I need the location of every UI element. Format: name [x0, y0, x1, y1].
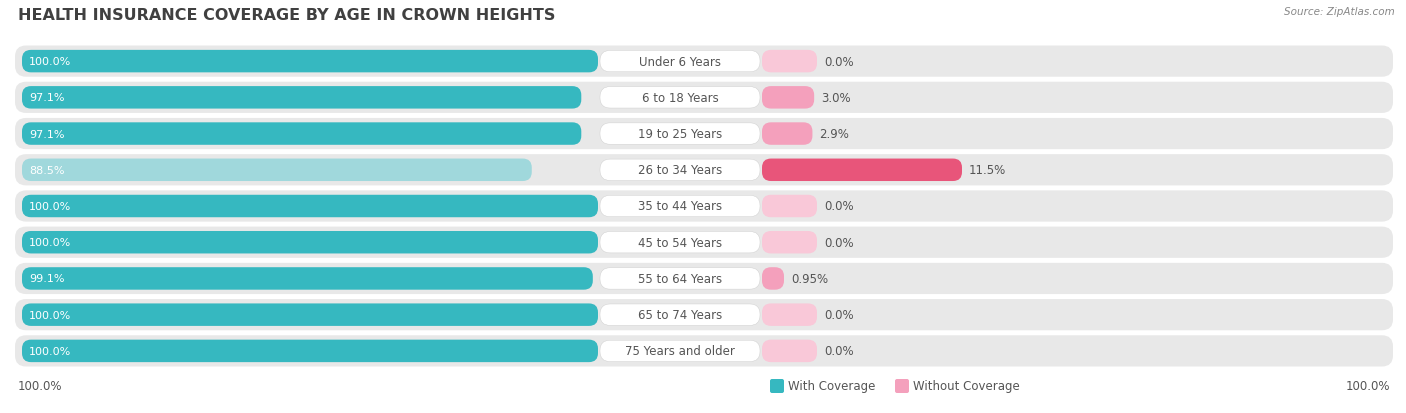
FancyBboxPatch shape	[600, 268, 761, 290]
FancyBboxPatch shape	[896, 379, 910, 393]
FancyBboxPatch shape	[22, 87, 581, 109]
Text: 0.95%: 0.95%	[792, 272, 828, 285]
Text: 45 to 54 Years: 45 to 54 Years	[638, 236, 723, 249]
FancyBboxPatch shape	[600, 160, 761, 181]
FancyBboxPatch shape	[762, 159, 962, 182]
Text: 88.5%: 88.5%	[30, 165, 65, 176]
FancyBboxPatch shape	[762, 268, 785, 290]
FancyBboxPatch shape	[15, 263, 1393, 294]
FancyBboxPatch shape	[15, 119, 1393, 150]
FancyBboxPatch shape	[15, 155, 1393, 186]
FancyBboxPatch shape	[600, 51, 761, 73]
FancyBboxPatch shape	[762, 87, 814, 109]
Text: 0.0%: 0.0%	[824, 236, 853, 249]
Text: 0.0%: 0.0%	[824, 200, 853, 213]
Text: Without Coverage: Without Coverage	[912, 380, 1019, 392]
FancyBboxPatch shape	[600, 232, 761, 253]
Text: 65 to 74 Years: 65 to 74 Years	[638, 309, 723, 321]
FancyBboxPatch shape	[22, 123, 581, 145]
FancyBboxPatch shape	[762, 231, 817, 254]
FancyBboxPatch shape	[22, 51, 598, 73]
FancyBboxPatch shape	[22, 195, 598, 218]
FancyBboxPatch shape	[600, 88, 761, 109]
FancyBboxPatch shape	[22, 340, 598, 362]
Text: 100.0%: 100.0%	[30, 202, 72, 211]
FancyBboxPatch shape	[22, 268, 593, 290]
Text: 11.5%: 11.5%	[969, 164, 1007, 177]
Text: 19 to 25 Years: 19 to 25 Years	[638, 128, 723, 141]
Text: 100.0%: 100.0%	[30, 346, 72, 356]
Text: 97.1%: 97.1%	[30, 129, 65, 139]
Text: 100.0%: 100.0%	[1346, 380, 1391, 392]
FancyBboxPatch shape	[600, 196, 761, 217]
FancyBboxPatch shape	[15, 46, 1393, 78]
Text: 75 Years and older: 75 Years and older	[626, 344, 735, 358]
FancyBboxPatch shape	[600, 304, 761, 325]
FancyBboxPatch shape	[762, 195, 817, 218]
FancyBboxPatch shape	[762, 123, 813, 145]
FancyBboxPatch shape	[22, 231, 598, 254]
Text: 0.0%: 0.0%	[824, 344, 853, 358]
FancyBboxPatch shape	[600, 340, 761, 362]
FancyBboxPatch shape	[15, 335, 1393, 367]
FancyBboxPatch shape	[600, 123, 761, 145]
Text: Under 6 Years: Under 6 Years	[638, 55, 721, 69]
Text: 100.0%: 100.0%	[30, 57, 72, 67]
Text: 0.0%: 0.0%	[824, 55, 853, 69]
Text: 100.0%: 100.0%	[30, 237, 72, 248]
Text: 6 to 18 Years: 6 to 18 Years	[641, 92, 718, 104]
FancyBboxPatch shape	[762, 340, 817, 362]
FancyBboxPatch shape	[15, 299, 1393, 330]
Text: 100.0%: 100.0%	[18, 380, 62, 392]
FancyBboxPatch shape	[762, 304, 817, 326]
Text: With Coverage: With Coverage	[787, 380, 876, 392]
Text: 0.0%: 0.0%	[824, 309, 853, 321]
Text: 97.1%: 97.1%	[30, 93, 65, 103]
Text: 55 to 64 Years: 55 to 64 Years	[638, 272, 723, 285]
Text: 2.9%: 2.9%	[820, 128, 849, 141]
FancyBboxPatch shape	[22, 304, 598, 326]
FancyBboxPatch shape	[762, 51, 817, 73]
FancyBboxPatch shape	[22, 159, 531, 182]
Text: 99.1%: 99.1%	[30, 274, 65, 284]
Text: 3.0%: 3.0%	[821, 92, 851, 104]
Text: Source: ZipAtlas.com: Source: ZipAtlas.com	[1284, 7, 1395, 17]
FancyBboxPatch shape	[15, 227, 1393, 258]
Text: HEALTH INSURANCE COVERAGE BY AGE IN CROWN HEIGHTS: HEALTH INSURANCE COVERAGE BY AGE IN CROW…	[18, 7, 555, 22]
FancyBboxPatch shape	[15, 191, 1393, 222]
Text: 35 to 44 Years: 35 to 44 Years	[638, 200, 723, 213]
FancyBboxPatch shape	[15, 83, 1393, 114]
Text: 26 to 34 Years: 26 to 34 Years	[638, 164, 723, 177]
FancyBboxPatch shape	[770, 379, 785, 393]
Text: 100.0%: 100.0%	[30, 310, 72, 320]
